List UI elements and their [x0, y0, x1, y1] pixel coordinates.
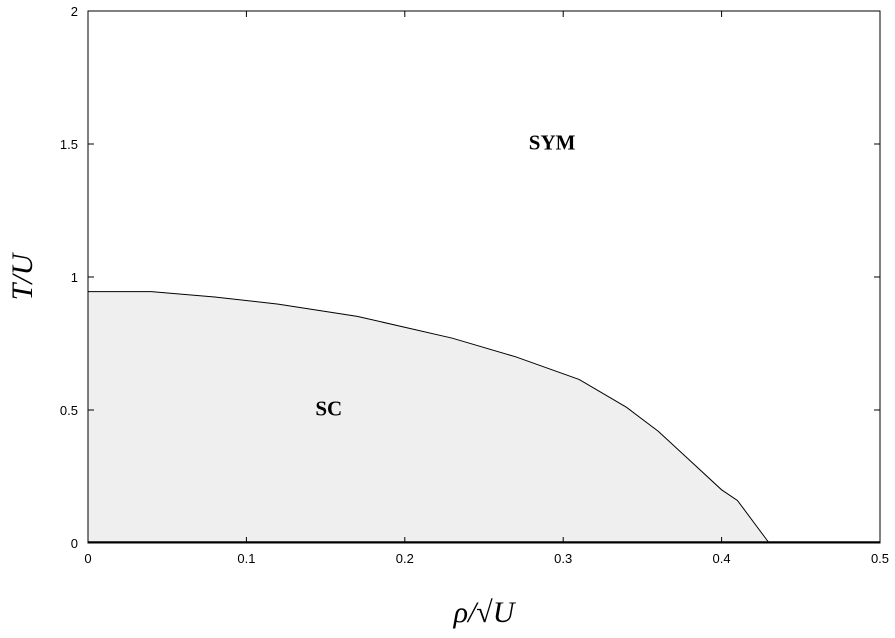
x-tick-label-2: 0.2 [396, 551, 414, 566]
x-tick-label-4: 0.4 [713, 551, 731, 566]
ticks: 0 0.1 0.2 0.3 0.4 0.5 0 0.5 1 1.5 2 [60, 4, 889, 566]
y-tick-label-2: 1 [71, 270, 78, 285]
x-tick-label-3: 0.3 [554, 551, 572, 566]
x-tick-label-0: 0 [84, 551, 91, 566]
y-tick-label-4: 2 [71, 4, 78, 19]
x-axis-label: ρ/√U [453, 596, 517, 629]
plot-area [88, 291, 880, 544]
y-tick-label-1: 0.5 [60, 403, 78, 418]
y-axis-label: T/U [6, 251, 39, 300]
y-tick-label-3: 1.5 [60, 137, 78, 152]
phase-boundary-line-0 [88, 291, 770, 544]
labels: SYM SC ρ/√U T/U [6, 130, 576, 629]
region-label-sc: SC [315, 396, 342, 420]
region-label-sym: SYM [529, 130, 576, 154]
x-tick-label-5: 0.5 [871, 551, 889, 566]
sc-region-fill-0 [88, 291, 770, 543]
x-tick-label-1: 0.1 [237, 551, 255, 566]
y-tick-label-0: 0 [71, 536, 78, 551]
